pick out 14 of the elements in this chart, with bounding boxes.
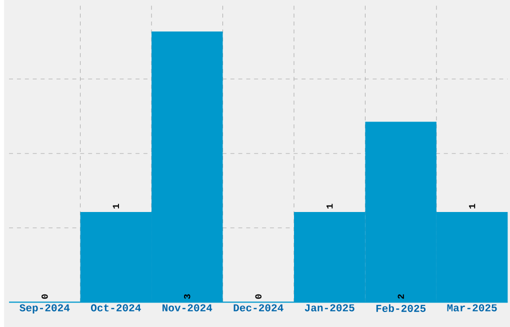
- data-label: 2: [398, 294, 404, 299]
- x-tick-label: Jan-2025: [304, 304, 354, 312]
- data-label: 1: [326, 204, 333, 208]
- data-label: 1: [112, 204, 119, 208]
- x-tick-label: Feb-2025: [376, 304, 426, 312]
- x-tick-label: Nov-2024: [162, 304, 212, 312]
- x-tick-label: Mar-2025: [447, 304, 497, 312]
- data-label: 0: [42, 294, 48, 299]
- data-label: 0: [255, 294, 262, 299]
- data-label: 1: [469, 204, 476, 208]
- x-tick-label: Sep-2024: [20, 304, 70, 314]
- data-label: 3: [184, 294, 190, 299]
- x-tick-label: Dec-2024: [234, 304, 284, 312]
- x-tick-label: Oct-2024: [90, 304, 141, 312]
